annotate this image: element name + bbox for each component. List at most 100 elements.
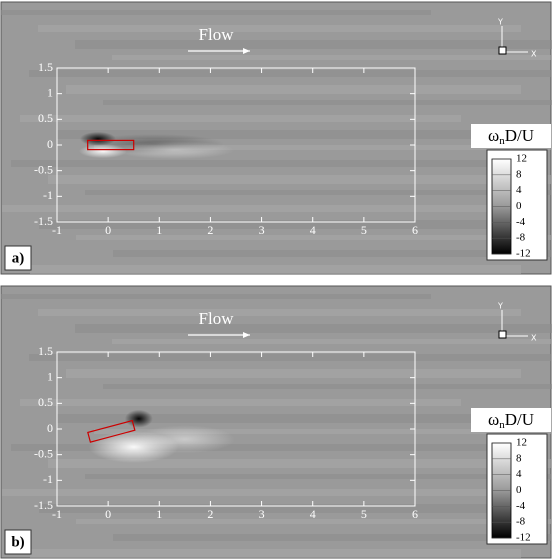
field-texture bbox=[85, 474, 551, 479]
field-texture bbox=[38, 309, 521, 316]
flow-arrowhead bbox=[243, 332, 250, 338]
vortex-dark bbox=[124, 409, 153, 428]
field-texture bbox=[30, 549, 521, 558]
field-texture bbox=[48, 175, 552, 184]
panel-label-box bbox=[4, 245, 32, 271]
colorbar-tick-label: 12 bbox=[516, 153, 527, 165]
x-tick-label: 0 bbox=[105, 507, 111, 521]
y-tick-label: 0.5 bbox=[38, 395, 53, 409]
flow-label: Flow bbox=[199, 25, 235, 44]
flow-arrowhead bbox=[243, 48, 250, 54]
y-tick-label: 0 bbox=[47, 137, 53, 151]
x-tick-label: 5 bbox=[361, 223, 367, 237]
field-texture bbox=[2, 489, 521, 496]
y-tick-label: -1.5 bbox=[34, 214, 53, 228]
field-texture bbox=[85, 190, 551, 195]
triad-origin bbox=[498, 46, 507, 55]
x-tick-label: 4 bbox=[310, 223, 316, 237]
y-tick-label: -0.5 bbox=[34, 162, 53, 176]
field-texture bbox=[66, 85, 521, 94]
colorbar-tick-label: 0 bbox=[516, 484, 522, 496]
y-tick-label: 1 bbox=[47, 85, 53, 99]
x-tick-label: 5 bbox=[361, 507, 367, 521]
field-texture bbox=[11, 444, 491, 451]
vortex-dark bbox=[79, 131, 116, 146]
field-texture bbox=[75, 324, 552, 333]
vortex-light bbox=[79, 144, 128, 159]
plate bbox=[87, 419, 136, 443]
field-texture bbox=[30, 265, 521, 274]
field-texture bbox=[94, 145, 552, 150]
colorbar-tick-label: 0 bbox=[516, 200, 522, 212]
colorbar-tick-label: 8 bbox=[516, 168, 522, 180]
field-texture bbox=[29, 70, 551, 77]
colorbar-rest: D/U bbox=[505, 126, 534, 145]
y-tick-label: -1 bbox=[43, 188, 53, 202]
field-texture bbox=[113, 250, 551, 257]
y-tick-label: -1 bbox=[43, 472, 53, 486]
field-texture bbox=[75, 40, 552, 49]
y-tick-label: -0.5 bbox=[34, 446, 53, 460]
x-tick-label: 2 bbox=[207, 507, 213, 521]
field-texture bbox=[39, 504, 491, 513]
x-tick-label: 0 bbox=[105, 223, 111, 237]
wake-light bbox=[114, 141, 235, 160]
field-texture bbox=[11, 160, 491, 167]
colorbar-title: ωnD/U bbox=[488, 126, 534, 147]
triad-x-label: X bbox=[531, 334, 537, 343]
y-tick-label: -1.5 bbox=[34, 498, 53, 512]
y-tick-label: 1.5 bbox=[38, 344, 53, 358]
x-tick-label: 3 bbox=[259, 507, 265, 521]
field-texture bbox=[94, 429, 552, 434]
x-tick-label: 4 bbox=[310, 507, 316, 521]
triad-x-label: X bbox=[531, 50, 537, 59]
field-texture bbox=[57, 130, 551, 139]
colorbar-tick-label: -8 bbox=[516, 232, 526, 244]
x-tick-label: -1 bbox=[52, 507, 62, 521]
field-texture bbox=[29, 354, 551, 361]
x-tick-label: 6 bbox=[412, 507, 418, 521]
colorbar-tick-label: -12 bbox=[516, 248, 531, 260]
field-texture bbox=[2, 205, 521, 212]
colorbar-tick-label: 4 bbox=[516, 184, 522, 196]
field-texture bbox=[39, 220, 491, 229]
triad-y-label: Y bbox=[497, 302, 503, 311]
field-texture bbox=[66, 369, 521, 378]
field-texture bbox=[76, 519, 552, 524]
field-texture bbox=[57, 414, 551, 423]
field-texture bbox=[20, 399, 461, 406]
triad-y-label: Y bbox=[497, 18, 503, 27]
plate bbox=[87, 139, 135, 151]
colorbar-tick-label: 4 bbox=[516, 468, 522, 480]
field-texture bbox=[103, 100, 552, 105]
field-texture bbox=[38, 25, 521, 32]
field-texture bbox=[1, 10, 431, 15]
x-tick-label: -1 bbox=[52, 223, 62, 237]
x-tick-label: 1 bbox=[156, 223, 162, 237]
colorbar-tick-label: 8 bbox=[516, 452, 522, 464]
colorbar-rest: D/U bbox=[505, 410, 534, 429]
colorbar-tick-label: 12 bbox=[516, 437, 527, 449]
panel-label: a) bbox=[12, 250, 25, 266]
colorbar-tick-label: -8 bbox=[516, 516, 526, 528]
y-tick-label: 0.5 bbox=[38, 111, 53, 125]
field-texture bbox=[1, 294, 431, 299]
x-tick-label: 1 bbox=[156, 507, 162, 521]
flow-label: Flow bbox=[199, 309, 235, 328]
panel-label-box bbox=[4, 529, 32, 555]
colorbar-title-box bbox=[471, 124, 551, 148]
colorbar-subscript: n bbox=[499, 419, 505, 431]
y-tick-label: 1 bbox=[47, 369, 53, 383]
field-texture bbox=[112, 55, 552, 60]
colorbar-symbol: ω bbox=[488, 410, 499, 429]
field-texture bbox=[112, 339, 552, 344]
colorbar-title: ωnD/U bbox=[488, 410, 534, 431]
colorbar-symbol: ω bbox=[488, 126, 499, 145]
field-texture bbox=[103, 384, 552, 389]
field-texture bbox=[48, 459, 552, 468]
wake-light bbox=[134, 425, 235, 454]
x-tick-label: 2 bbox=[207, 223, 213, 237]
field-texture bbox=[76, 235, 552, 240]
x-tick-label: 3 bbox=[259, 223, 265, 237]
y-tick-label: 0 bbox=[47, 421, 53, 435]
